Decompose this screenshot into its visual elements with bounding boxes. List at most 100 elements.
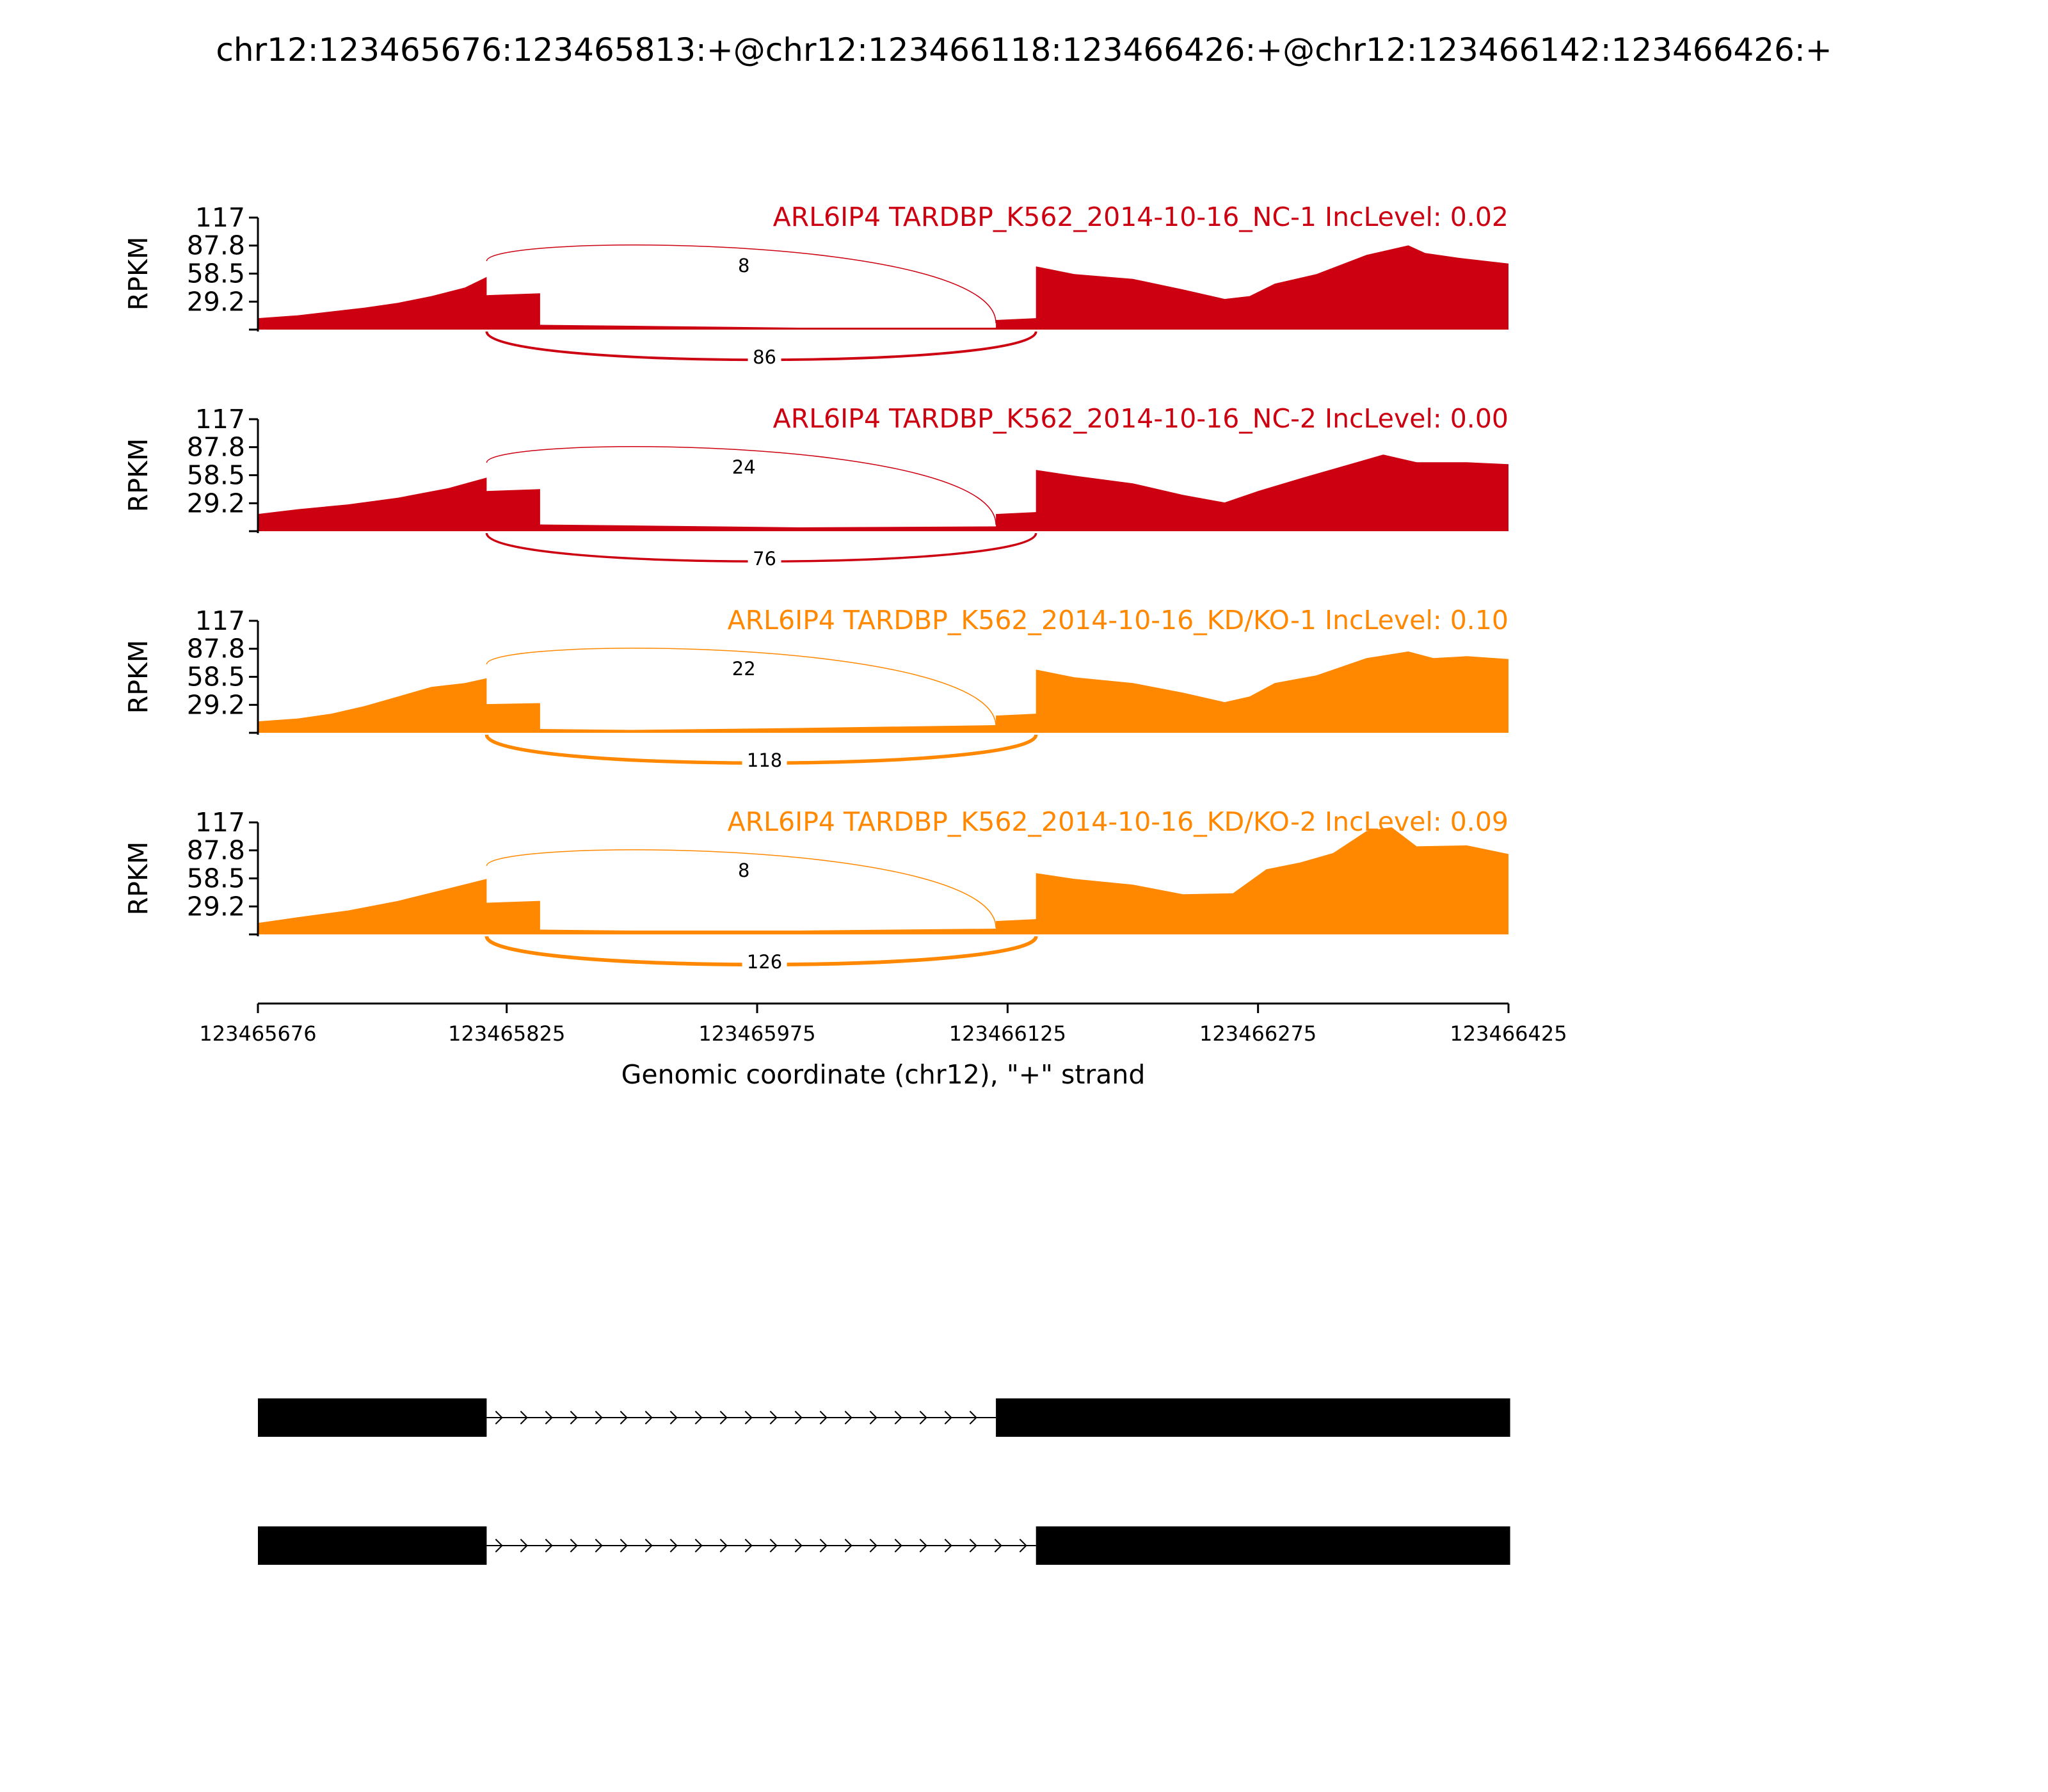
y-tick-label: 117 [195,202,245,233]
junction-count-label: 24 [732,456,756,478]
strand-arrow [844,1539,852,1553]
strand-arrow [819,1539,828,1553]
strand-arrow [545,1539,553,1553]
strand-arrow [545,1411,553,1425]
strand-arrow [919,1539,927,1553]
x-tick-label: 123465975 [698,1021,815,1046]
coverage-area [258,651,1508,733]
strand-arrow [969,1539,977,1553]
strand-arrow [570,1411,578,1425]
strand-arrow [719,1539,728,1553]
exon-block [258,1398,487,1437]
y-tick-label: 29.2 [187,689,245,720]
strand-arrow [669,1539,678,1553]
y-tick-label: 87.8 [187,835,245,866]
strand-arrow [1019,1539,1027,1553]
strand-arrow [694,1411,703,1425]
y-tick-label: 29.2 [187,488,245,518]
strand-arrow [944,1411,952,1425]
x-axis: 123465676 123465825 123465975 123466125 1234… [199,1002,1567,1090]
x-tick-label: 123465676 [199,1021,316,1046]
junction-arc [486,849,996,929]
strand-arrow [744,1411,753,1425]
junction-arc [486,446,996,525]
junction-label-background [727,458,761,479]
strand-arrow [869,1411,877,1425]
junction-count-label: 118 [747,749,782,771]
strand-arrow [994,1539,1002,1553]
junction-label-background [733,257,755,277]
exon-block [1036,1526,1510,1565]
strand-arrow [844,1411,852,1425]
strand-arrow [769,1539,778,1553]
y-tick-label: 29.2 [187,891,245,922]
junction-label-background [742,953,787,973]
x-axis-label: Genomic coordinate (chr12), "+" strand [621,1059,1146,1090]
y-tick-label: 58.5 [187,662,245,692]
strand-arrow [620,1411,628,1425]
junction-label-background [727,660,761,680]
junction-count-label: 8 [738,860,749,881]
y-tick-label: 117 [195,807,245,838]
junction-count-label: 22 [732,658,756,680]
junction-label-background [748,348,781,369]
junction-count-label: 126 [747,951,782,973]
y-tick-label: 117 [195,404,245,435]
exon-block [996,1398,1510,1437]
y-axis-label: RPKM [123,842,154,915]
strand-arrow [894,1539,902,1553]
y-tick-label: 58.5 [187,259,245,289]
track-label: ARL6IP4 TARDBP_K562_2014-10-16_KD/KO-1 I… [728,605,1508,636]
isoform-1 [258,1398,1510,1437]
coverage-area [258,245,1508,330]
strand-arrow [520,1411,528,1425]
y-tick-label: 117 [195,605,245,636]
x-tick-label: 123465825 [448,1021,565,1046]
strand-arrow [744,1539,753,1553]
strand-arrow [595,1539,603,1553]
strand-arrow [495,1539,503,1553]
strand-arrow [819,1411,828,1425]
x-tick-label: 123466275 [1199,1021,1316,1046]
junction-label-background [742,751,787,772]
strand-arrow [719,1411,728,1425]
junction-count-label: 76 [753,548,776,570]
junction-count-label: 8 [738,255,749,276]
junction-label-background [748,550,781,570]
strand-arrow [694,1539,703,1553]
isoform-2 [258,1526,1510,1565]
strand-arrow [570,1539,578,1553]
track-label: ARL6IP4 TARDBP_K562_2014-10-16_NC-2 IncL… [773,403,1508,434]
coverage-area [258,827,1508,934]
strand-arrow [669,1411,678,1425]
x-tick-label: 123466125 [949,1021,1066,1046]
figure-title: chr12:123465676:123465813:+@chr12:123466… [216,31,1832,68]
strand-arrow [919,1411,927,1425]
track-label: ARL6IP4 TARDBP_K562_2014-10-16_NC-1 IncL… [773,202,1508,232]
y-tick-label: 29.2 [187,286,245,317]
isoform-models [258,1398,1510,1565]
strand-arrow [520,1539,528,1553]
junction-label-background [733,861,755,882]
y-tick-label: 58.5 [187,460,245,491]
track-label: ARL6IP4 TARDBP_K562_2014-10-16_KD/KO-2 I… [728,806,1508,837]
strand-arrow [944,1539,952,1553]
strand-arrow [894,1411,902,1425]
coverage-area [258,454,1508,531]
exon-block [258,1526,487,1565]
junction-arc [486,244,996,324]
strand-arrow [769,1411,778,1425]
y-axis-label: RPKM [123,640,154,714]
x-tick-label: 123466425 [1450,1021,1567,1046]
junction-count-label: 86 [753,346,776,368]
strand-arrow [869,1539,877,1553]
strand-arrow [794,1539,803,1553]
strand-arrow [620,1539,628,1553]
